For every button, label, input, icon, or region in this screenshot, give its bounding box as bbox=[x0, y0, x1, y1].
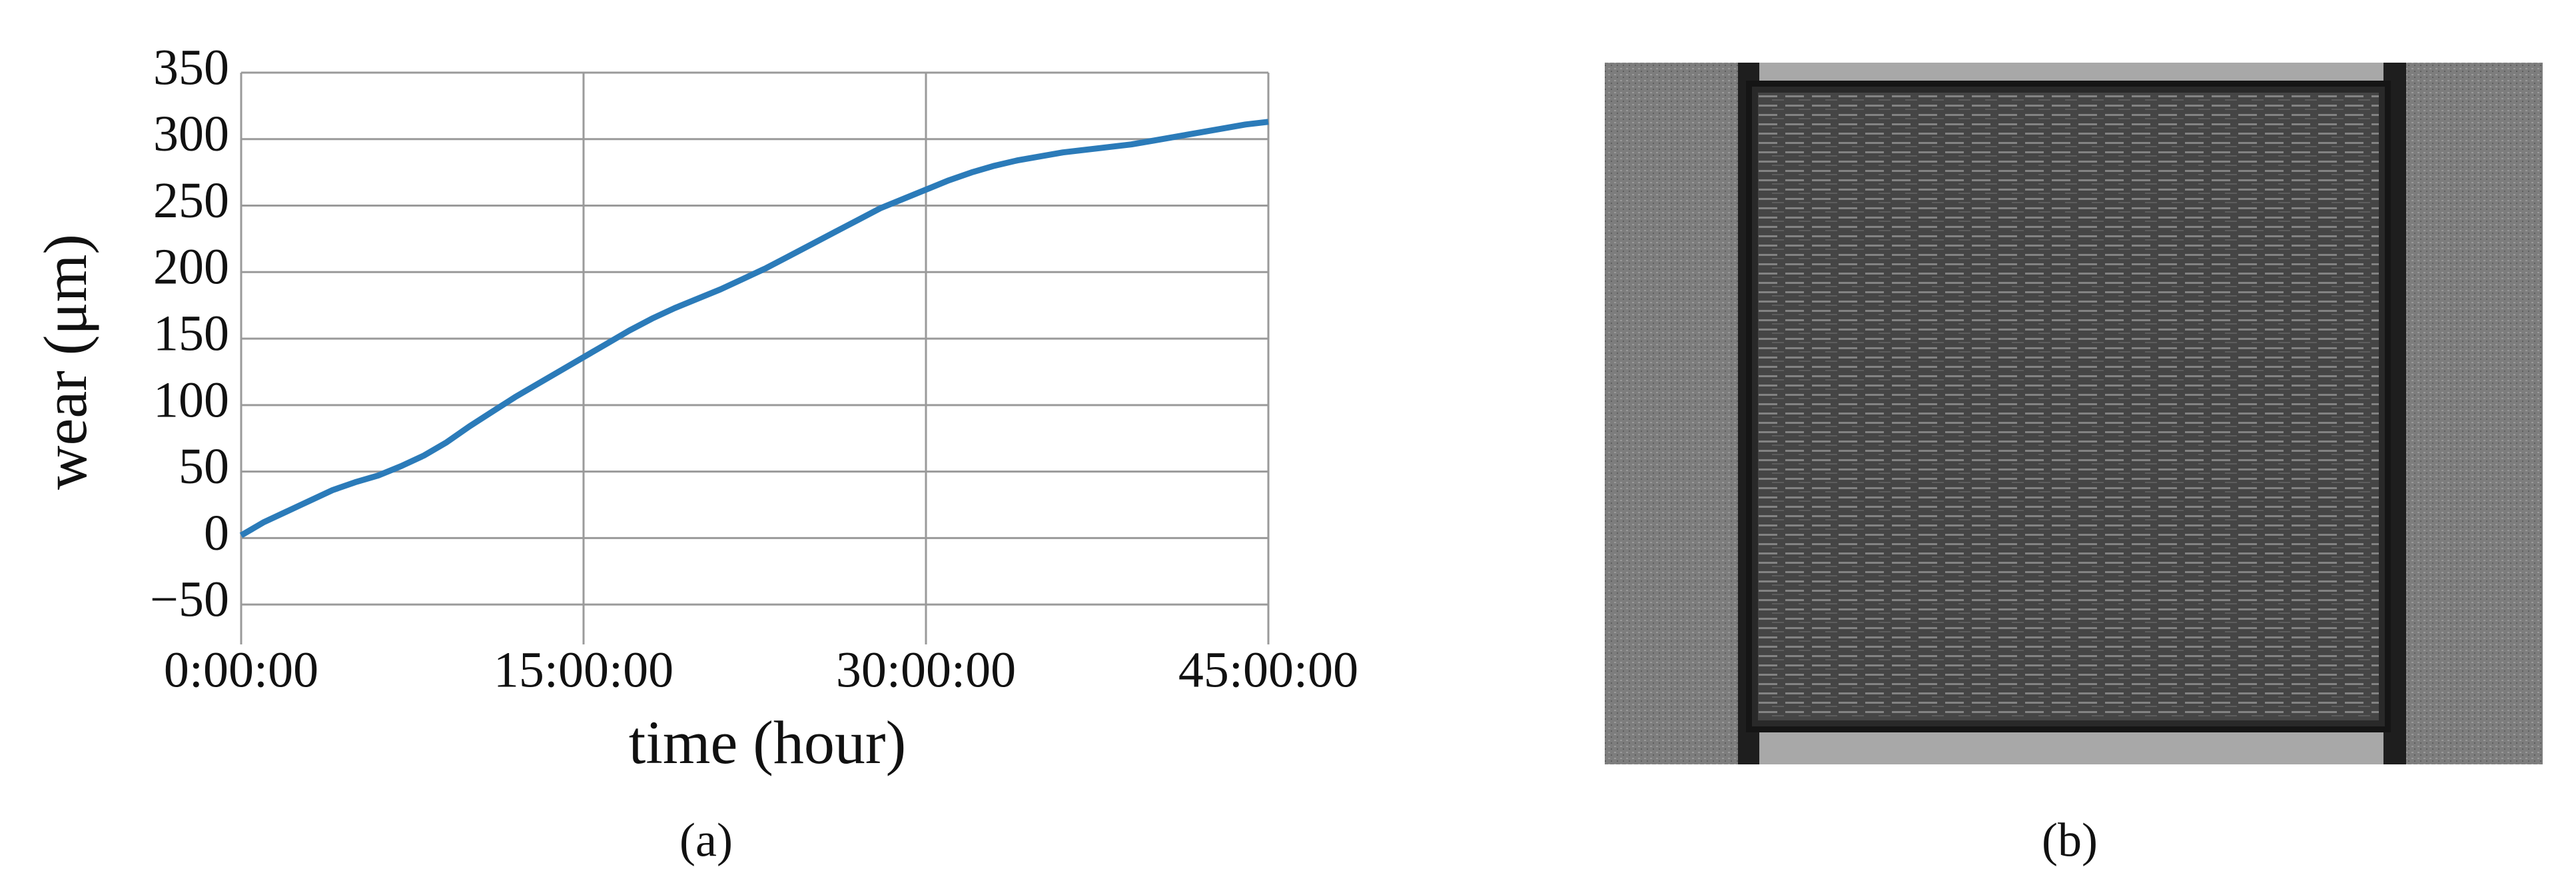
wear-scar bbox=[1746, 81, 2391, 732]
x-tick-label: 15:00:00 bbox=[494, 642, 673, 698]
x-tick-label: 45:00:00 bbox=[1178, 642, 1358, 698]
x-tick-label: 30:00:00 bbox=[836, 642, 1016, 698]
y-tick-label: 0 bbox=[204, 505, 229, 561]
y-tick-label: 350 bbox=[153, 39, 229, 95]
wear-scar-shade bbox=[1752, 87, 2385, 726]
caption: (a) bbox=[679, 814, 733, 867]
x-tick-label: 0:00:00 bbox=[164, 642, 318, 698]
y-tick-label: 300 bbox=[153, 106, 229, 162]
caption: (b) bbox=[2042, 814, 2098, 867]
y-tick-label: 50 bbox=[179, 439, 229, 494]
y-axis-title: wear (μm) bbox=[31, 234, 99, 490]
x-axis-title: time (hour) bbox=[629, 708, 906, 776]
y-tick-label: 200 bbox=[153, 239, 229, 295]
data-line bbox=[239, 119, 1269, 538]
photo bbox=[1605, 63, 2543, 764]
y-tick-label: 100 bbox=[153, 372, 229, 428]
y-tick-label: 250 bbox=[153, 173, 229, 229]
y-tick-label: 150 bbox=[153, 306, 229, 362]
photo-right-strip bbox=[2406, 63, 2543, 764]
photo-left-strip bbox=[1605, 63, 1738, 764]
y-tick-label: −50 bbox=[150, 572, 229, 628]
